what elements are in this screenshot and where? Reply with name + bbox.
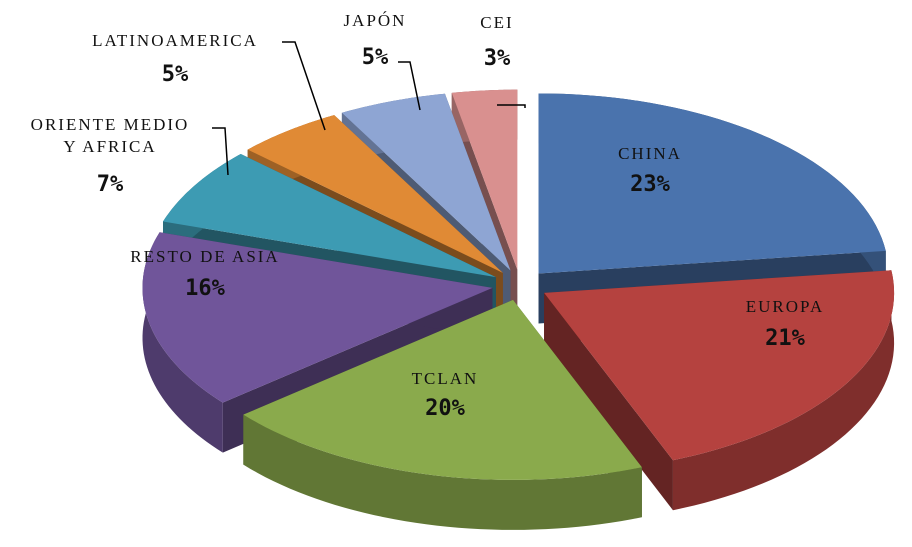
leader-line	[282, 41, 326, 131]
value-label: 21%	[765, 326, 805, 351]
slice	[163, 153, 496, 278]
slice-label: ORIENTE MEDIO Y AFRICA	[30, 115, 190, 156]
slice	[243, 299, 642, 480]
slice-label: RESTO DE ASIA	[130, 247, 280, 266]
slice	[451, 89, 518, 270]
slice	[544, 270, 895, 461]
slice	[142, 232, 493, 403]
value-label: 3%	[483, 46, 511, 71]
leader-line	[398, 61, 421, 111]
leader-line	[497, 104, 526, 108]
slice	[247, 115, 503, 273]
slice-side	[243, 414, 642, 530]
slice-side	[672, 270, 895, 511]
value-label: 20%	[425, 396, 465, 421]
slice-wall	[544, 292, 673, 511]
slice-label: TCLAN	[411, 369, 479, 388]
slice-label: JAPÓN	[343, 11, 407, 30]
slice-label: CEI	[480, 13, 514, 32]
value-label: 5%	[361, 45, 389, 70]
slice-side	[142, 232, 223, 453]
value-label: 5%	[161, 62, 189, 87]
slice-label: CHINA	[618, 144, 682, 163]
value-label: 23%	[630, 172, 670, 197]
slice	[538, 93, 886, 274]
value-label: 16%	[185, 276, 225, 301]
slice	[341, 93, 511, 271]
value-label: 7%	[96, 172, 124, 197]
slice-label: EUROPA	[745, 297, 825, 316]
leader-line	[212, 127, 229, 176]
slice-label: LATINOAMERICA	[92, 31, 258, 50]
